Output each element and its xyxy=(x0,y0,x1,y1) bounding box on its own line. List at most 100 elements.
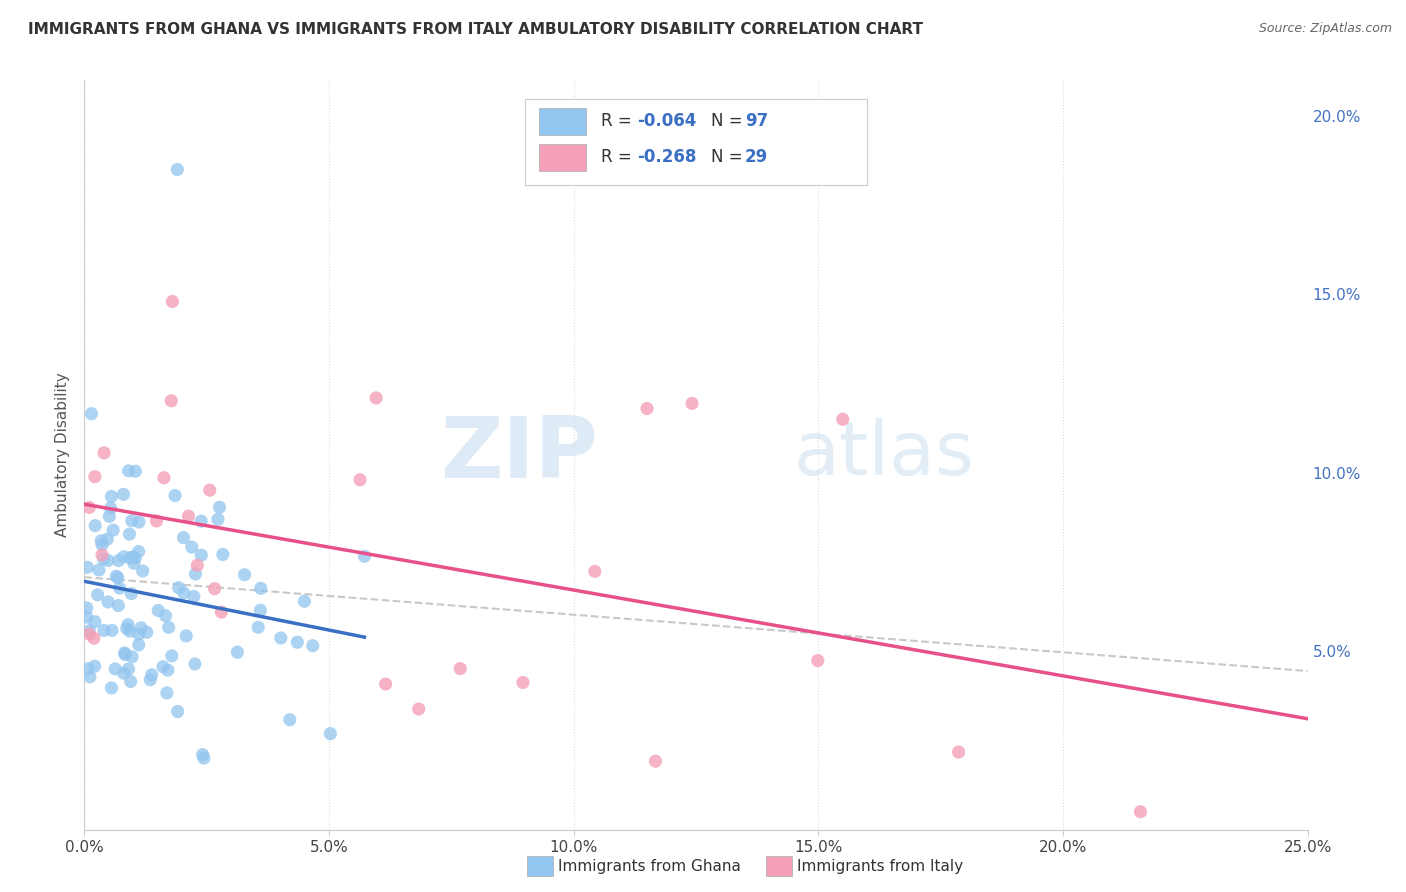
Point xyxy=(128,627,150,641)
Point xyxy=(141,668,163,682)
Point xyxy=(184,657,207,671)
Point xyxy=(108,581,131,595)
Point xyxy=(93,551,115,566)
Point xyxy=(118,527,141,541)
Text: -0.064: -0.064 xyxy=(637,112,696,130)
Point xyxy=(105,569,128,583)
Point xyxy=(91,548,114,562)
Text: Immigrants from Italy: Immigrants from Italy xyxy=(797,859,963,873)
Point xyxy=(636,401,658,416)
Point xyxy=(114,648,136,662)
Point xyxy=(128,638,150,652)
Point xyxy=(124,464,146,478)
Text: R =: R = xyxy=(600,112,637,130)
Point xyxy=(115,621,138,635)
Point xyxy=(83,632,105,646)
Point xyxy=(79,670,101,684)
Point xyxy=(148,603,170,617)
Point xyxy=(204,582,226,596)
Point xyxy=(249,582,271,596)
Point xyxy=(166,705,188,719)
Point xyxy=(77,500,100,515)
Point xyxy=(117,464,139,478)
Point xyxy=(193,751,215,765)
Point xyxy=(173,586,195,600)
Point xyxy=(83,469,105,483)
Point xyxy=(121,514,143,528)
Text: Immigrants from Ghana: Immigrants from Ghana xyxy=(558,859,741,873)
Point xyxy=(374,677,396,691)
Point xyxy=(174,629,197,643)
FancyBboxPatch shape xyxy=(540,108,586,135)
Point xyxy=(96,532,118,546)
Point xyxy=(1129,805,1152,819)
Point xyxy=(681,396,703,410)
Point xyxy=(190,514,212,528)
Point xyxy=(100,681,122,695)
Point xyxy=(80,407,103,421)
Point xyxy=(209,605,232,619)
Point xyxy=(294,594,316,608)
Point xyxy=(107,571,129,585)
Text: Source: ZipAtlas.com: Source: ZipAtlas.com xyxy=(1258,22,1392,36)
Text: 29: 29 xyxy=(745,148,768,167)
Point xyxy=(211,548,233,562)
Point xyxy=(155,608,177,623)
Point xyxy=(186,558,208,573)
Point xyxy=(249,603,271,617)
Point xyxy=(285,635,308,649)
Point xyxy=(101,624,124,638)
Point xyxy=(198,483,221,498)
Point xyxy=(112,666,135,681)
Point xyxy=(84,518,107,533)
Point xyxy=(247,620,270,634)
Point xyxy=(583,565,606,579)
Point xyxy=(278,713,301,727)
Point xyxy=(107,599,129,613)
Point xyxy=(366,391,388,405)
Point xyxy=(118,624,141,639)
Point xyxy=(135,625,157,640)
Point xyxy=(349,473,371,487)
FancyBboxPatch shape xyxy=(524,99,868,186)
Point xyxy=(77,627,100,641)
Point xyxy=(83,615,105,629)
Point xyxy=(100,501,122,516)
Point xyxy=(156,686,179,700)
Point xyxy=(948,745,970,759)
Point xyxy=(118,550,141,565)
Text: N =: N = xyxy=(710,112,748,130)
Point xyxy=(76,560,98,574)
Point xyxy=(100,490,122,504)
Point xyxy=(183,590,205,604)
Point xyxy=(86,588,108,602)
Point xyxy=(122,550,145,565)
Point xyxy=(76,601,98,615)
Point xyxy=(152,659,174,673)
Point xyxy=(160,648,183,663)
Y-axis label: Ambulatory Disability: Ambulatory Disability xyxy=(55,373,70,537)
Point xyxy=(77,662,100,676)
Point xyxy=(104,662,127,676)
Point xyxy=(91,538,114,552)
Point xyxy=(807,654,830,668)
Point xyxy=(128,544,150,558)
Point xyxy=(319,727,342,741)
Text: 97: 97 xyxy=(745,112,768,130)
FancyBboxPatch shape xyxy=(540,144,586,171)
Point xyxy=(166,162,188,177)
Text: -0.268: -0.268 xyxy=(637,148,696,167)
Point xyxy=(93,446,115,460)
Point xyxy=(233,567,256,582)
Point xyxy=(139,673,162,687)
Point xyxy=(173,531,195,545)
Point xyxy=(208,500,231,515)
Point xyxy=(408,702,430,716)
Text: atlas: atlas xyxy=(794,418,974,491)
Point xyxy=(207,512,229,526)
Point xyxy=(79,624,101,638)
Point xyxy=(107,553,129,567)
Point xyxy=(153,471,176,485)
Point xyxy=(226,645,249,659)
Point xyxy=(121,649,143,664)
